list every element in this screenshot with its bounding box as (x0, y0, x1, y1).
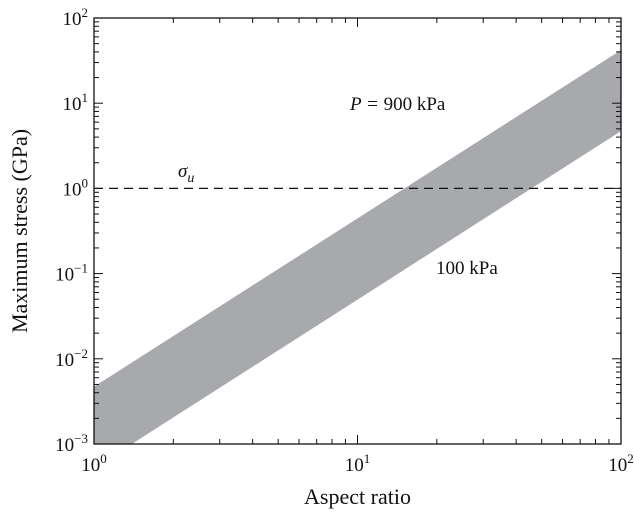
tick-layer (93, 17, 622, 445)
x-tick-label: 101 (345, 451, 371, 476)
y-tick-label: 100 (63, 175, 89, 200)
y-axis-label: Maximum stress (GPa) (7, 129, 32, 333)
y-tick-label: 10−2 (55, 346, 88, 371)
label-layer: 100 101 102 10−3 10−2 10−1 100 101 102 (55, 5, 634, 476)
x-tick-label: 102 (608, 451, 634, 476)
lower-band-label: 100 kPa (436, 258, 498, 279)
y-tick-label: 10−3 (55, 431, 88, 456)
sigma-u-label: σu (178, 161, 194, 186)
y-tick-label: 10−1 (55, 261, 88, 286)
band-layer (94, 50, 621, 444)
upper-band-label: P = 900 kPa (349, 94, 446, 115)
y-tick-label: 101 (63, 90, 89, 115)
x-tick-label: 100 (81, 451, 107, 476)
svg-text:P = 900 kPa: P = 900 kPa (349, 94, 446, 115)
x-axis-label: Aspect ratio (304, 484, 411, 509)
svg-text:σu: σu (178, 161, 194, 186)
y-tick-label: 102 (63, 5, 89, 30)
stress-band (94, 50, 621, 444)
